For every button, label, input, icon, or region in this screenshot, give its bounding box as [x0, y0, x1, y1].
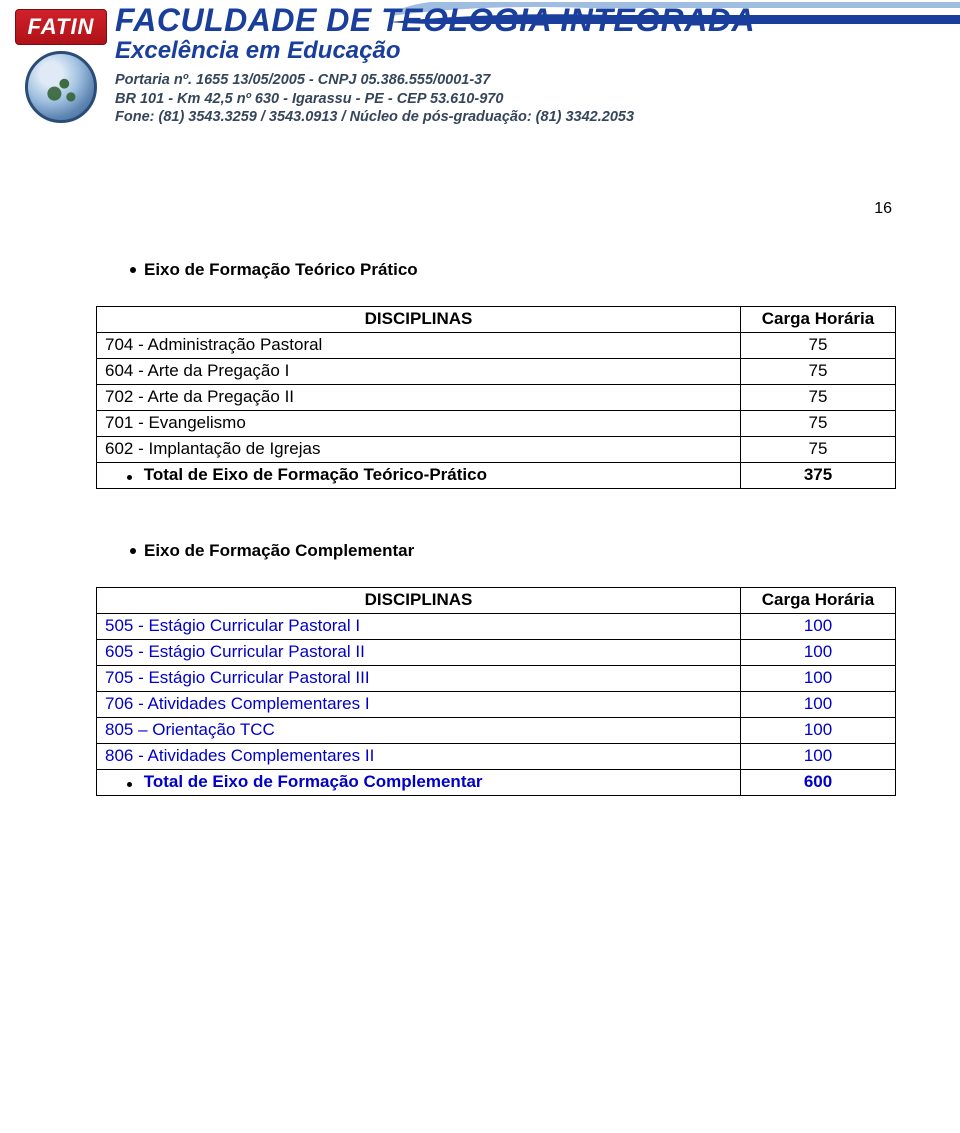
table-row: 602 - Implantação de Igrejas 75	[97, 437, 896, 463]
table-header-row: DISCIPLINAS Carga Horária	[97, 588, 896, 614]
info-line-3: Fone: (81) 3543.3259 / 3543.0913 / Núcle…	[115, 108, 952, 127]
discipline-label: 602 - Implantação de Igrejas	[97, 437, 741, 463]
discipline-hours: 75	[741, 359, 896, 385]
discipline-hours: 75	[741, 333, 896, 359]
col-carga-horaria: Carga Horária	[741, 307, 896, 333]
discipline-label: 702 - Arte da Pregação II	[97, 385, 741, 411]
total-label: Total de Eixo de Formação Complementar	[144, 772, 483, 791]
table-row: 806 - Atividades Complementares II 100	[97, 744, 896, 770]
col-disciplinas: DISCIPLINAS	[97, 588, 741, 614]
section1-total-row: Total de Eixo de Formação Teórico-Prátic…	[97, 463, 896, 489]
discipline-hours: 75	[741, 437, 896, 463]
table-row: 702 - Arte da Pregação II 75	[97, 385, 896, 411]
globe-icon	[25, 51, 97, 123]
discipline-hours: 100	[741, 614, 896, 640]
total-label-cell: Total de Eixo de Formação Teórico-Prátic…	[97, 463, 741, 489]
institution-subtitle: Excelência em Educação	[115, 37, 952, 65]
total-label: Total de Eixo de Formação Teórico-Prátic…	[144, 465, 487, 484]
discipline-hours: 100	[741, 718, 896, 744]
section2-heading-text: Eixo de Formação Complementar	[144, 541, 414, 561]
logo-fatin: FATIN	[15, 9, 107, 45]
section1-heading: Eixo de Formação Teórico Prático	[130, 260, 896, 280]
table-header-row: DISCIPLINAS Carga Horária	[97, 307, 896, 333]
letterhead: FATIN FACULDADE DE TEOLOGIA INTEGRADA Ex…	[0, 0, 960, 192]
table-row: 505 - Estágio Curricular Pastoral I 100	[97, 614, 896, 640]
table-row: 704 - Administração Pastoral 75	[97, 333, 896, 359]
discipline-label: 605 - Estágio Curricular Pastoral II	[97, 640, 741, 666]
discipline-label: 705 - Estágio Curricular Pastoral III	[97, 666, 741, 692]
col-carga-horaria: Carga Horária	[741, 588, 896, 614]
discipline-label: 505 - Estágio Curricular Pastoral I	[97, 614, 741, 640]
page: FATIN FACULDADE DE TEOLOGIA INTEGRADA Ex…	[0, 0, 960, 1133]
section1-table: DISCIPLINAS Carga Horária 704 - Administ…	[96, 306, 896, 489]
institution-info: Portaria nº. 1655 13/05/2005 - CNPJ 05.3…	[115, 71, 952, 127]
letterhead-text: FACULDADE DE TEOLOGIA INTEGRADA Excelênc…	[115, 2, 952, 127]
discipline-hours: 100	[741, 640, 896, 666]
total-hours: 600	[741, 770, 896, 796]
discipline-hours: 75	[741, 411, 896, 437]
table-row: 805 – Orientação TCC 100	[97, 718, 896, 744]
bullet-icon	[130, 267, 136, 273]
discipline-label: 604 - Arte da Pregação I	[97, 359, 741, 385]
section2-heading: Eixo de Formação Complementar	[130, 541, 896, 561]
discipline-hours: 100	[741, 744, 896, 770]
total-label-cell: Total de Eixo de Formação Complementar	[97, 770, 741, 796]
table-row: 701 - Evangelismo 75	[97, 411, 896, 437]
info-line-1: Portaria nº. 1655 13/05/2005 - CNPJ 05.3…	[115, 71, 952, 90]
discipline-label: 701 - Evangelismo	[97, 411, 741, 437]
spacer	[96, 489, 896, 541]
section1-heading-text: Eixo de Formação Teórico Prático	[144, 260, 418, 280]
table-row: 706 - Atividades Complementares I 100	[97, 692, 896, 718]
bullet-icon	[130, 548, 136, 554]
table-row: 705 - Estágio Curricular Pastoral III 10…	[97, 666, 896, 692]
discipline-label: 706 - Atividades Complementares I	[97, 692, 741, 718]
discipline-label: 704 - Administração Pastoral	[97, 333, 741, 359]
section2-table: DISCIPLINAS Carga Horária 505 - Estágio …	[96, 587, 896, 796]
logo-block: FATIN	[15, 9, 107, 123]
discipline-hours: 100	[741, 692, 896, 718]
total-hours: 375	[741, 463, 896, 489]
discipline-label: 806 - Atividades Complementares II	[97, 744, 741, 770]
bullet-icon	[105, 782, 139, 787]
content: Eixo de Formação Teórico Prático DISCIPL…	[96, 260, 896, 796]
page-number: 16	[874, 200, 892, 218]
info-line-2: BR 101 - Km 42,5 nº 630 - Igarassu - PE …	[115, 90, 952, 109]
col-disciplinas: DISCIPLINAS	[97, 307, 741, 333]
institution-title: FACULDADE DE TEOLOGIA INTEGRADA	[115, 2, 952, 39]
table-row: 604 - Arte da Pregação I 75	[97, 359, 896, 385]
discipline-hours: 100	[741, 666, 896, 692]
table-row: 605 - Estágio Curricular Pastoral II 100	[97, 640, 896, 666]
discipline-hours: 75	[741, 385, 896, 411]
bullet-icon	[105, 475, 139, 480]
section2-total-row: Total de Eixo de Formação Complementar 6…	[97, 770, 896, 796]
discipline-label: 805 – Orientação TCC	[97, 718, 741, 744]
